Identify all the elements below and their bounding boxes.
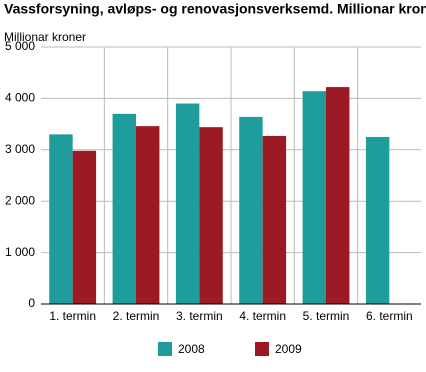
y-tick-label: 1 000 bbox=[5, 245, 35, 259]
legend-swatch bbox=[158, 342, 172, 356]
bar bbox=[302, 91, 326, 304]
chart-title: Vassforsyning, avløps- og renovasjonsver… bbox=[4, 1, 426, 17]
bar bbox=[239, 116, 263, 305]
y-tick-label: 3 000 bbox=[5, 142, 35, 156]
bar bbox=[72, 150, 97, 304]
x-tick-label: 6. termin bbox=[366, 309, 413, 323]
legend-label: 2008 bbox=[178, 342, 205, 356]
x-tick-label: 1. termin bbox=[49, 309, 96, 323]
legend-swatch bbox=[255, 342, 269, 356]
x-tick-label: 5. termin bbox=[303, 309, 350, 323]
bar bbox=[199, 127, 223, 305]
legend-label: 2009 bbox=[275, 342, 302, 356]
bar bbox=[262, 135, 287, 304]
bar bbox=[112, 113, 136, 304]
bar bbox=[365, 136, 390, 304]
y-tick-label: 0 bbox=[28, 296, 35, 310]
x-tick-label: 4. termin bbox=[239, 309, 286, 323]
y-axis-label: Millionar kroner bbox=[4, 30, 86, 44]
bar bbox=[136, 126, 160, 304]
x-tick-label: 3. termin bbox=[176, 309, 223, 323]
y-tick-label: 4 000 bbox=[5, 91, 35, 105]
bar bbox=[326, 87, 350, 304]
bar bbox=[175, 103, 200, 304]
y-tick-label: 5 000 bbox=[5, 39, 35, 53]
bar bbox=[49, 134, 73, 304]
y-tick-label: 2 000 bbox=[5, 193, 35, 207]
x-tick-label: 2. termin bbox=[113, 309, 160, 323]
